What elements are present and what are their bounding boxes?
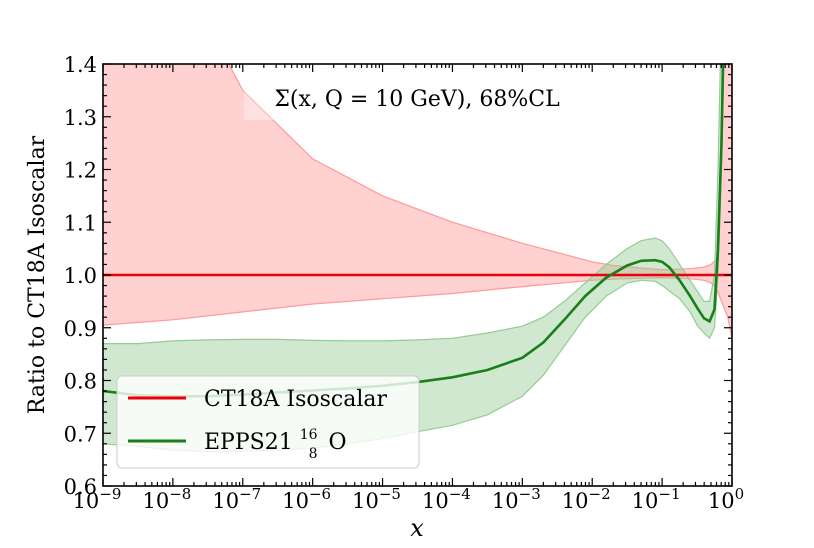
x-tick-label: 10−7	[212, 485, 261, 513]
x-tick-base: 10	[708, 489, 735, 513]
x-tick-label: 10−1	[632, 485, 681, 513]
y-tick-label: 0.9	[64, 317, 97, 341]
x-tick-label: 10−9	[73, 485, 122, 513]
x-tick-exponent: 0	[735, 485, 745, 503]
x-tick-exponent: −7	[239, 485, 261, 503]
y-tick-label: 0.6	[64, 475, 97, 499]
x-tick-base: 10	[422, 489, 449, 513]
x-tick-exponent: −4	[449, 485, 471, 503]
x-tick-exponent: −1	[658, 485, 680, 503]
y-tick-label: 0.8	[64, 370, 97, 394]
legend-box	[116, 375, 420, 469]
legend-label-epps21-name: EPPS21	[204, 430, 300, 455]
x-axis-label: x	[410, 514, 424, 542]
x-tick-label: 10−4	[422, 485, 471, 513]
legend-label-ct18a: CT18A Isoscalar	[204, 387, 387, 412]
y-tick-label: 1.0	[64, 264, 97, 288]
legend-label-epps21-mass: 16	[300, 427, 318, 443]
x-tick-label: 10−2	[562, 485, 611, 513]
legend-label-epps21: EPPS21 16 8 O	[204, 420, 347, 464]
y-tick-label: 1.1	[64, 211, 97, 235]
x-tick-base: 10	[212, 489, 239, 513]
x-tick-exponent: −9	[99, 485, 121, 503]
x-tick-base: 10	[632, 489, 659, 513]
x-tick-exponent: −3	[519, 485, 541, 503]
x-tick-base: 10	[73, 489, 100, 513]
y-axis-label: Ratio to CT18A Isoscalar	[25, 135, 50, 414]
y-tick-label: 0.7	[64, 422, 97, 446]
y-tick-label: 1.4	[64, 53, 97, 77]
x-tick-base: 10	[492, 489, 519, 513]
x-tick-label: 10−3	[492, 485, 541, 513]
x-tick-exponent: −8	[169, 485, 191, 503]
x-tick-base: 10	[142, 489, 169, 513]
band-epps21	[103, 64, 725, 453]
chart-title: Σ(x, Q = 10 GeV), 68%CL	[274, 87, 560, 112]
x-tick-base: 10	[562, 489, 589, 513]
x-tick-label: 100	[708, 485, 744, 513]
y-tick-label: 1.2	[64, 159, 97, 183]
x-tick-exponent: −5	[379, 485, 401, 503]
band-ct18a	[103, 64, 732, 339]
x-tick-base: 10	[352, 489, 379, 513]
x-tick-exponent: −2	[589, 485, 611, 503]
legend-label-epps21-element: O	[328, 430, 346, 455]
x-tick-label: 10−6	[282, 485, 331, 513]
legend: CT18A Isoscalar EPPS21 16 8 O	[116, 375, 420, 469]
x-tick-label: 10−5	[352, 485, 401, 513]
title-box	[244, 74, 590, 120]
y-tick-label: 1.3	[64, 106, 97, 130]
x-tick-base: 10	[282, 489, 309, 513]
x-tick-exponent: −6	[309, 485, 331, 503]
x-tick-label: 10−8	[142, 485, 191, 513]
legend-label-epps21-charge: 8	[309, 446, 318, 462]
